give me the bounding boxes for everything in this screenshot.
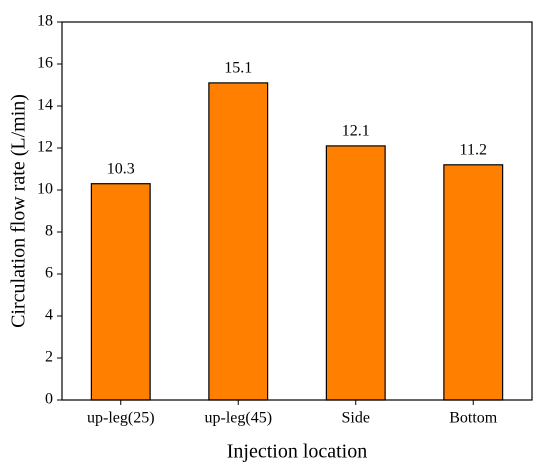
y-tick-label: 16 xyxy=(37,55,53,72)
y-tick-label: 8 xyxy=(45,223,53,240)
x-tick-label: up-leg(45) xyxy=(204,410,272,427)
data-label: 11.2 xyxy=(460,141,487,158)
y-tick-label: 14 xyxy=(37,97,53,114)
bar xyxy=(90,183,151,401)
y-tick-label: 12 xyxy=(37,139,53,156)
data-label: 10.3 xyxy=(107,160,135,177)
y-tick-label: 6 xyxy=(45,265,53,282)
x-tick-label: up-leg(25) xyxy=(87,410,155,427)
x-tick-label: Bottom xyxy=(449,410,498,427)
data-label: 12.1 xyxy=(342,123,370,140)
x-axis-title: Injection location xyxy=(227,441,368,463)
y-tick-label: 0 xyxy=(45,391,53,408)
bar xyxy=(443,164,504,401)
x-tick-label: Side xyxy=(342,410,370,427)
bar xyxy=(208,82,269,401)
bar xyxy=(325,145,386,401)
plot-frame xyxy=(61,21,533,401)
y-tick-label: 2 xyxy=(45,349,53,366)
y-tick-label: 18 xyxy=(37,13,53,30)
y-tick-label: 4 xyxy=(45,307,53,324)
y-axis-title: Circulation flow rate (L/min) xyxy=(8,94,30,328)
data-label: 15.1 xyxy=(224,60,252,77)
y-tick-label: 10 xyxy=(37,181,53,198)
